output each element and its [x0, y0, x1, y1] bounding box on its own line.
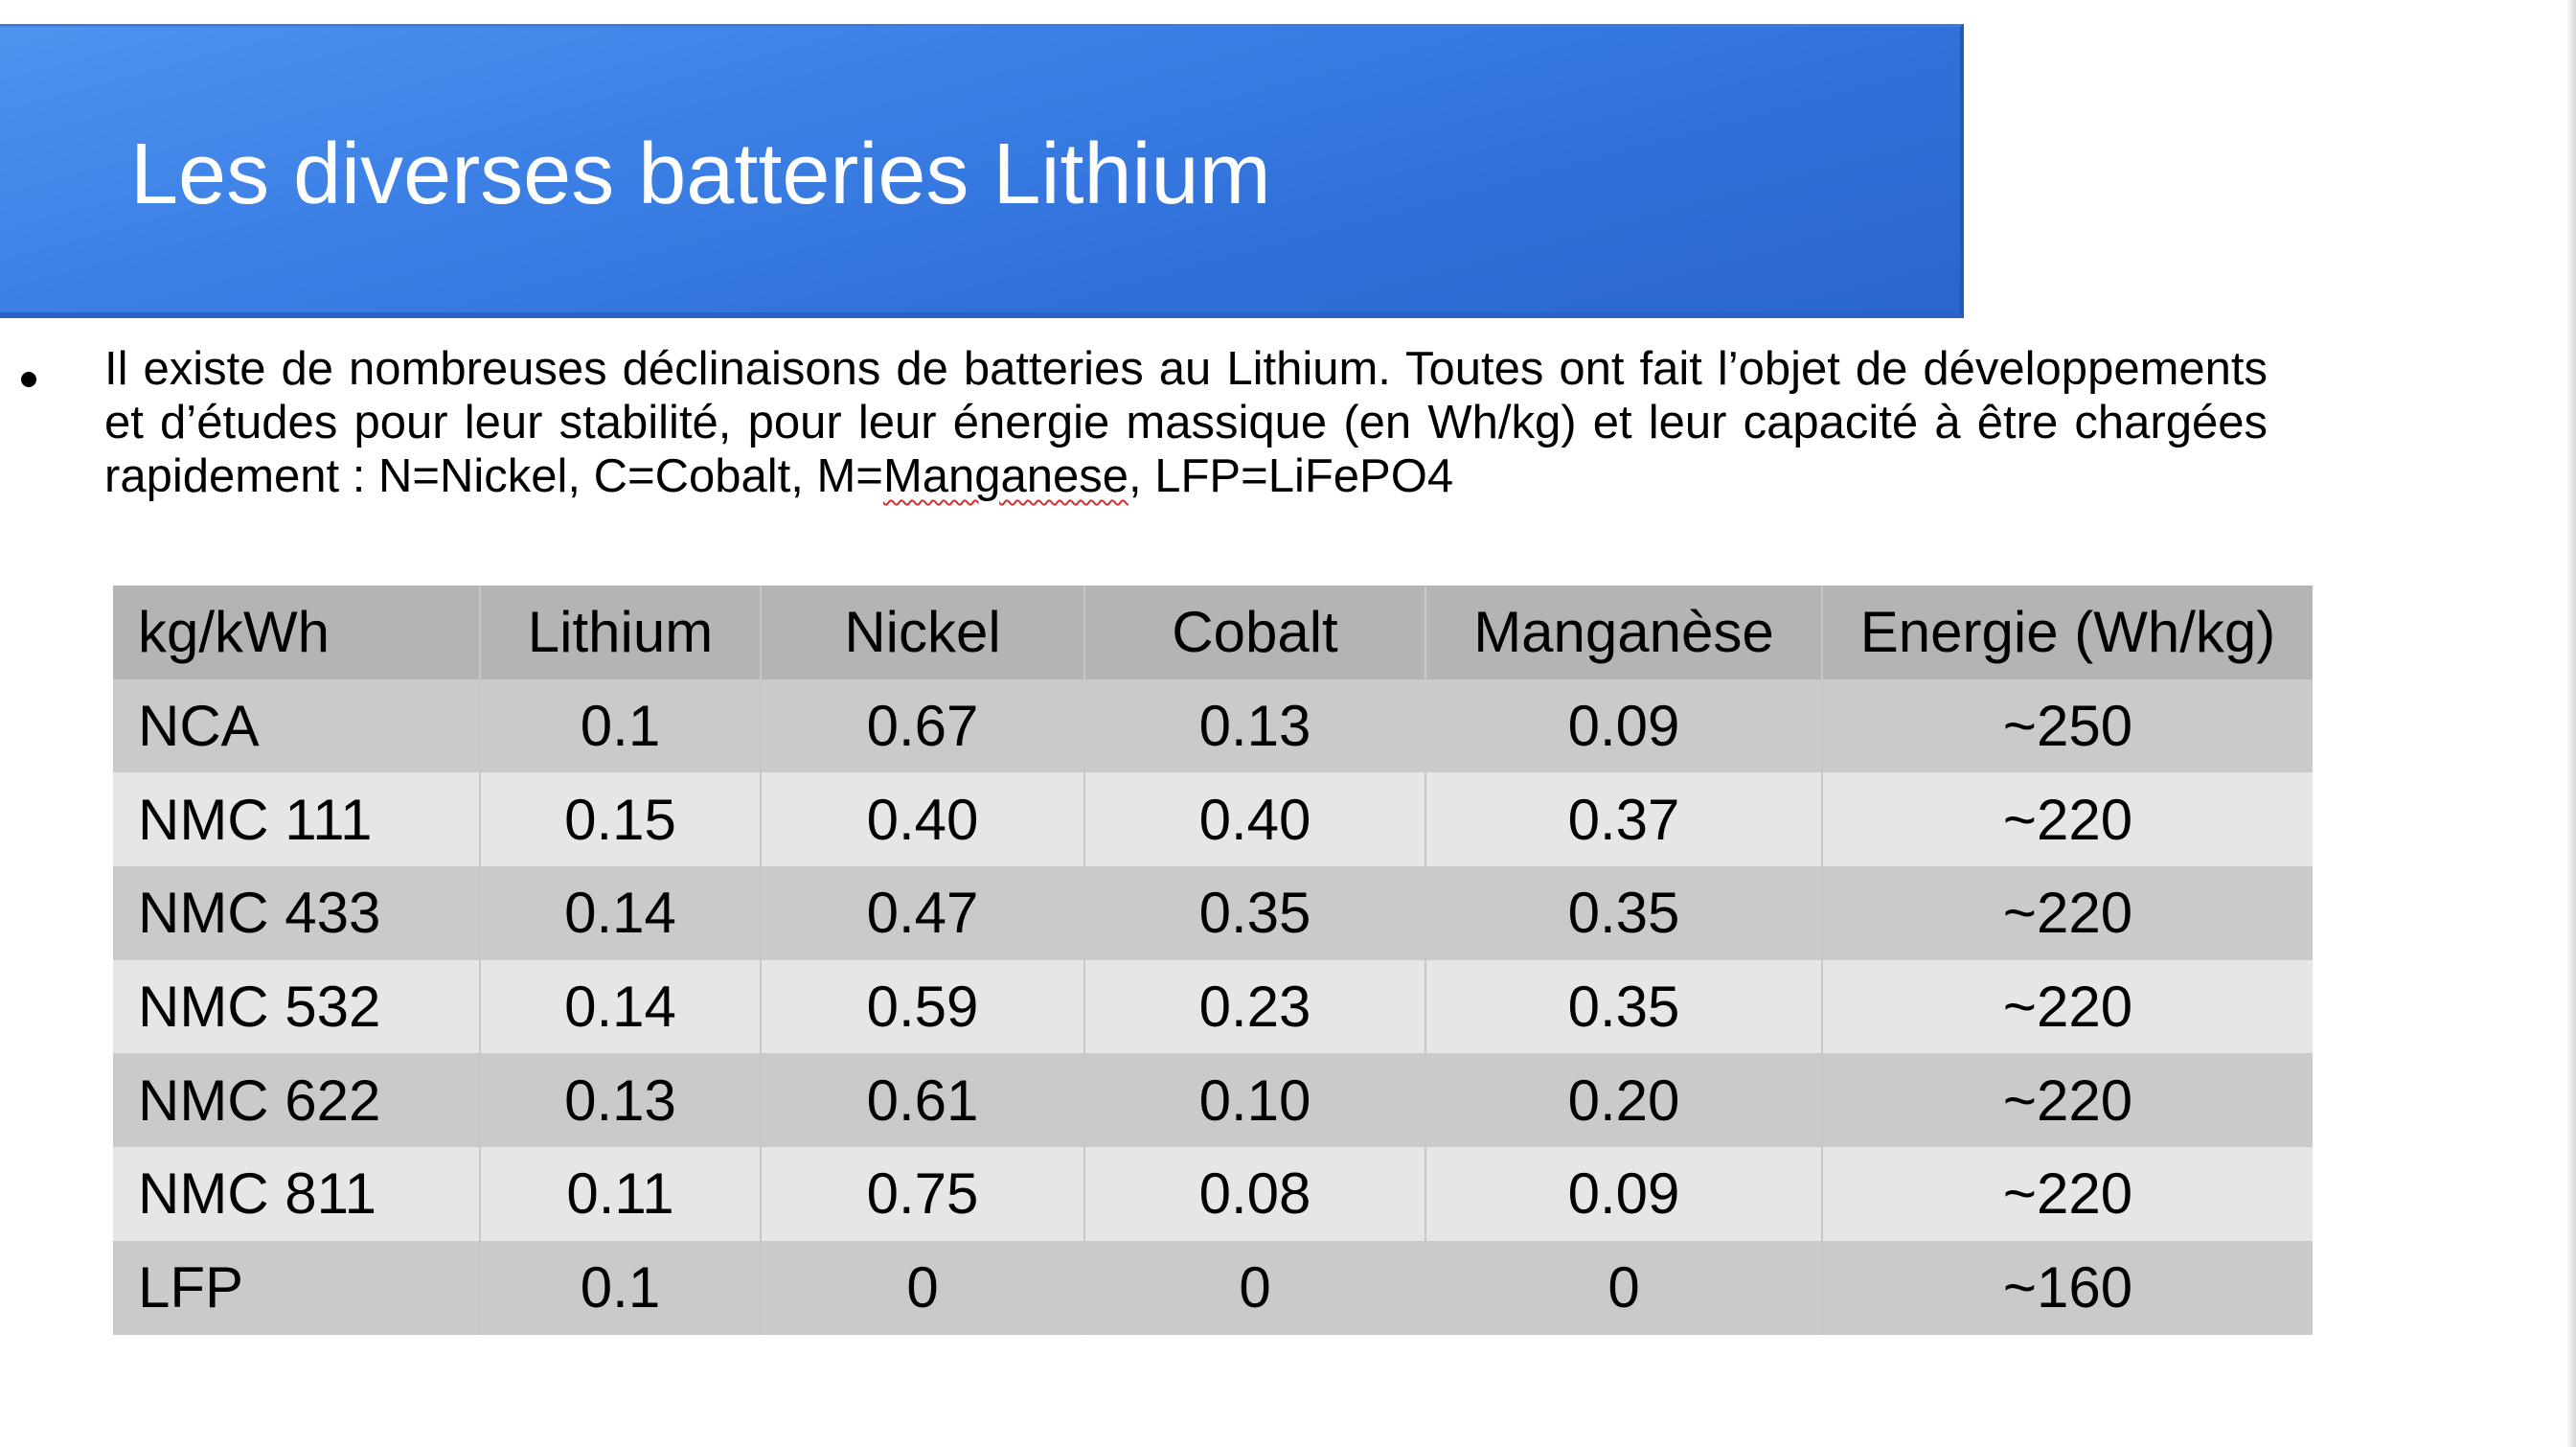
table-cell: 0.35 — [1425, 959, 1823, 1054]
table-cell: 0.09 — [1425, 1147, 1823, 1241]
battery-composition-table: kg/kWh Lithium Nickel Cobalt Manganèse E… — [113, 586, 2313, 1335]
table-cell: 0.75 — [761, 1147, 1085, 1241]
row-label-cell: NMC 433 — [113, 866, 481, 960]
table-cell: 0.40 — [761, 772, 1085, 867]
title-banner — [0, 24, 1964, 318]
slide-edge-shadow — [2566, 0, 2576, 1447]
table-cell: 0.1 — [480, 1240, 762, 1335]
slide-title: Les diverses batteries Lithium — [130, 126, 1271, 222]
row-label-cell: NMC 811 — [113, 1147, 481, 1241]
table-cell: 0 — [1084, 1240, 1426, 1335]
table-cell: ~220 — [2002, 881, 2133, 946]
table-cell: 0.13 — [1084, 678, 1426, 773]
table-cell: 0.37 — [1425, 772, 1823, 867]
table-cell: 0.10 — [1084, 1053, 1426, 1148]
table-cell: 0.59 — [761, 959, 1085, 1054]
column-header: Lithium — [480, 586, 762, 679]
paragraph-text: Il existe de nombreuses déclinaisons de … — [104, 343, 2268, 502]
table-cell: 0 — [761, 1240, 1085, 1335]
column-header: Nickel — [761, 586, 1085, 679]
table-cell: 0.47 — [761, 866, 1085, 960]
table-cell: ~160 — [2002, 1255, 2133, 1321]
table-row: NCA 0.1 0.67 0.13 0.09 ~250 — [113, 678, 2313, 773]
table-cell: ~220 — [2002, 787, 2133, 852]
row-label-cell: NCA — [113, 678, 481, 773]
table-row: NMC 811 0.11 0.75 0.08 0.09 ~220 — [113, 1147, 2313, 1241]
table-cell: ~220 — [2002, 1068, 2133, 1133]
spellcheck-flagged-word[interactable]: Manganese — [882, 450, 1129, 502]
row-label-cell: NMC 622 — [113, 1053, 481, 1148]
table-cell: 0.08 — [1084, 1147, 1426, 1241]
table-cell: 0.40 — [1084, 772, 1426, 867]
table-cell: 0.23 — [1084, 959, 1426, 1054]
table-cell: 0.20 — [1425, 1053, 1823, 1148]
table-cell: 0.1 — [480, 678, 762, 773]
row-label-cell: NMC 532 — [113, 959, 481, 1054]
bullet-dot — [21, 372, 36, 387]
column-header: Manganèse — [1425, 586, 1823, 679]
column-header: Energie (Wh/kg) — [1859, 600, 2276, 665]
table-row: NMC 622 0.13 0.61 0.10 0.20 ~220 — [113, 1053, 2313, 1148]
row-label-cell: LFP — [113, 1240, 481, 1335]
table-row: LFP 0.1 0 0 0 ~160 — [113, 1240, 2313, 1335]
row-label-cell: NMC 111 — [113, 772, 481, 867]
column-header: kg/kWh — [113, 586, 481, 679]
table-cell: 0.13 — [480, 1053, 762, 1148]
table-cell: ~220 — [2002, 1161, 2133, 1227]
table-row: NMC 433 0.14 0.47 0.35 0.35 ~220 — [113, 866, 2313, 960]
table-cell: ~220 — [2002, 975, 2133, 1040]
table-cell: ~250 — [2002, 694, 2133, 759]
paragraph-text-end: , LFP=LiFePO4 — [1128, 450, 1454, 502]
table-header-row: kg/kWh Lithium Nickel Cobalt Manganèse E… — [113, 586, 2313, 679]
table-cell: 0 — [1425, 1240, 1823, 1335]
table-cell: 0.11 — [480, 1147, 762, 1241]
table-cell: 0.61 — [761, 1053, 1085, 1148]
column-header: Cobalt — [1084, 586, 1426, 679]
table-cell: 0.09 — [1425, 678, 1823, 773]
bullet-paragraph: Il existe de nombreuses déclinaisons de … — [104, 342, 2268, 503]
table-row: NMC 111 0.15 0.40 0.40 0.37 ~220 — [113, 772, 2313, 867]
table-cell: 0.35 — [1425, 866, 1823, 960]
table-cell: 0.14 — [480, 959, 762, 1054]
table-cell: 0.14 — [480, 866, 762, 960]
table-cell: 0.15 — [480, 772, 762, 867]
table-cell: 0.35 — [1084, 866, 1426, 960]
table-cell: 0.67 — [761, 678, 1085, 773]
table-row: NMC 532 0.14 0.59 0.23 0.35 ~220 — [113, 959, 2313, 1054]
